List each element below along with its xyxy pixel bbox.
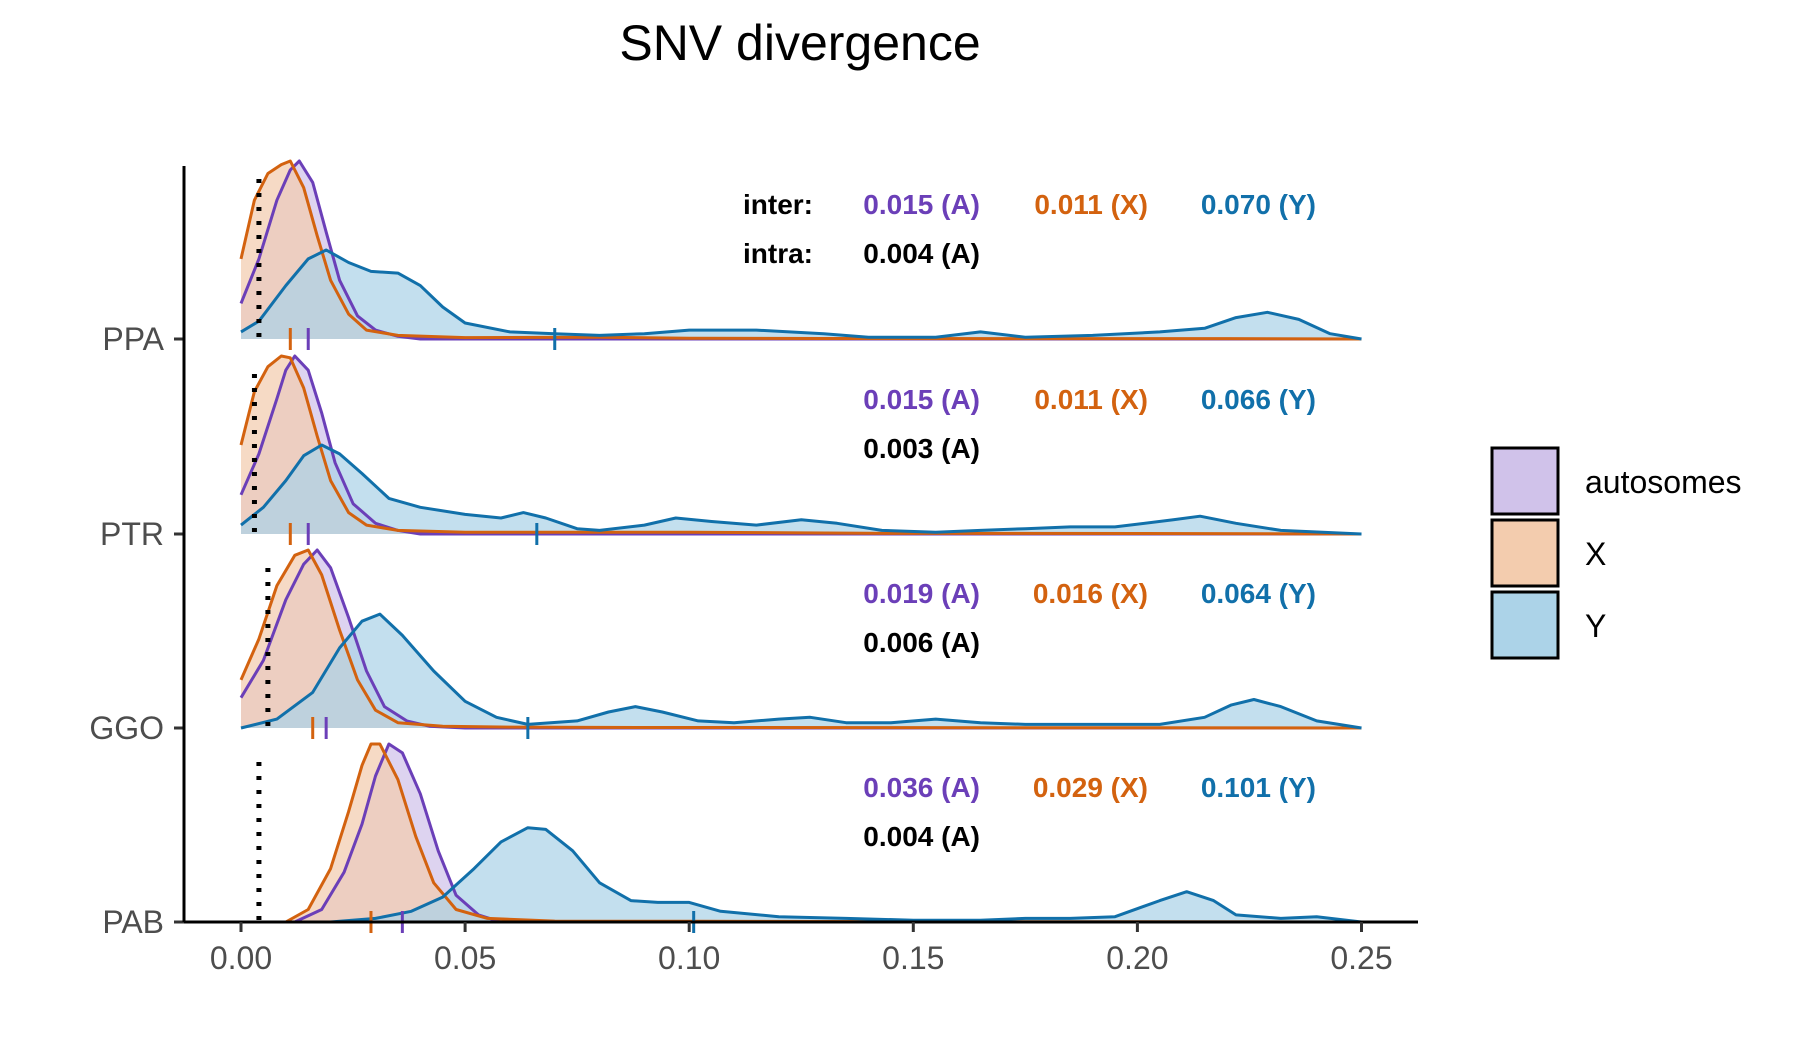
inter-value-y: 0.064 (Y) (1201, 578, 1316, 609)
x-tick-label: 0.10 (658, 940, 720, 976)
x-tick-label: 0.00 (210, 940, 272, 976)
annotation-ggo: 0.019 (A) 0.016 (X) 0.064 (Y) 0.006 (A) (863, 578, 1316, 658)
inter-value-autosomes: 0.015 (A) (863, 384, 980, 415)
annotation-pab: 0.036 (A) 0.029 (X) 0.101 (Y) 0.004 (A) (863, 772, 1316, 852)
inter-value-autosomes: 0.036 (A) (863, 772, 980, 803)
legend-label-autosomes: autosomes (1585, 464, 1742, 500)
y-tick-label-ppa: PPA (102, 321, 164, 357)
inter-value-y: 0.101 (Y) (1201, 772, 1316, 803)
legend-swatch-x (1490, 518, 1560, 588)
density-line-ppa-y (240, 248, 1362, 341)
inter-value-x: 0.011 (X) (1034, 384, 1148, 415)
legend-label-x: X (1585, 536, 1606, 572)
ridges-group (239, 159, 1362, 933)
ridge-ptr (239, 354, 1362, 545)
intra-value-autosomes: 0.003 (A) (863, 433, 980, 464)
legend: autosomes XY (1490, 446, 1742, 660)
axes-group: PPA PTR GGO PAB 0.00 0.05 0.10 0.15 0.20 0.25 (89, 166, 1418, 976)
y-tick-label-ptr: PTR (100, 516, 164, 552)
density-fill-ggo-y (241, 614, 1362, 728)
density-line-ptr-x (239, 354, 1362, 536)
chart-title: SNV divergence (619, 15, 980, 71)
inter-value-x: 0.011 (X) (1034, 189, 1148, 220)
x-tick-label: 0.15 (882, 940, 944, 976)
density-line-ggo-x (239, 548, 1362, 730)
x-tick-label: 0.25 (1330, 940, 1392, 976)
x-tick-label: 0.20 (1106, 940, 1168, 976)
annotation-ppa: inter: intra: 0.015 (A) 0.011 (X) 0.070 (Y) 0… (743, 189, 1316, 269)
inter-value-x: 0.029 (X) (1033, 772, 1148, 803)
inter-value-y: 0.066 (Y) (1201, 384, 1316, 415)
density-fill-ptr-y (241, 445, 1362, 534)
y-tick-label-ggo: GGO (89, 710, 164, 746)
inter-value-x: 0.016 (X) (1033, 578, 1148, 609)
density-fill-pab-y (241, 827, 1362, 922)
intra-value-autosomes: 0.006 (A) (863, 627, 980, 658)
y-tick-label-pab: PAB (102, 904, 164, 940)
ridge-pab (241, 742, 1362, 933)
ridge-ppa (239, 159, 1362, 350)
inter-row-label: inter: (743, 189, 813, 220)
annotation-ptr: 0.015 (A) 0.011 (X) 0.066 (Y) 0.003 (A) (863, 384, 1316, 464)
legend-swatch-autosomes (1490, 446, 1560, 516)
density-line-ggo-y (240, 612, 1362, 730)
density-fill-pab-x (285, 744, 1362, 922)
density-line-pab-y (241, 826, 1362, 924)
intra-row-label: intra: (743, 238, 813, 269)
x-tick-label: 0.05 (434, 940, 496, 976)
density-line-ptr-y (240, 443, 1362, 536)
inter-value-y: 0.070 (Y) (1201, 189, 1316, 220)
inter-value-autosomes: 0.019 (A) (863, 578, 980, 609)
legend-label-y: Y (1585, 608, 1606, 644)
intra-value-autosomes: 0.004 (A) (863, 821, 980, 852)
density-fill-ppa-y (241, 250, 1362, 339)
annotations-group: inter: intra: 0.015 (A) 0.011 (X) 0.070 (Y) 0… (743, 189, 1316, 852)
density-line-ppa-x (239, 159, 1362, 341)
ridge-ggo (239, 548, 1362, 739)
intra-value-autosomes: 0.004 (A) (863, 238, 980, 269)
legend-swatch-y (1490, 590, 1560, 660)
inter-value-autosomes: 0.015 (A) (863, 189, 980, 220)
